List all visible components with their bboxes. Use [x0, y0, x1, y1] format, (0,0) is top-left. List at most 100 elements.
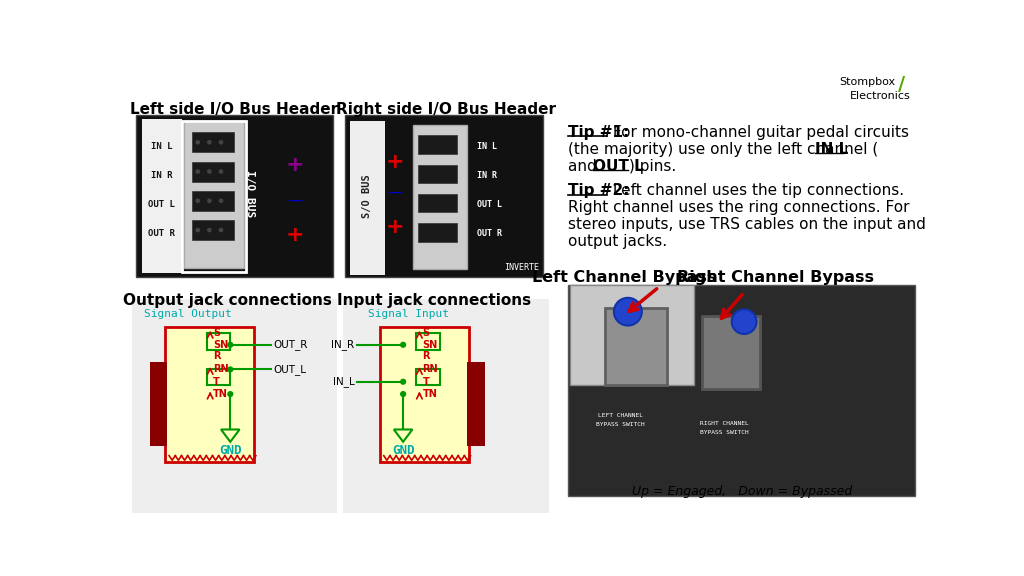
- Bar: [183, 122, 245, 268]
- Text: Electronics: Electronics: [850, 91, 910, 101]
- Text: S: S: [423, 328, 430, 338]
- Text: OUT_L: OUT_L: [273, 364, 307, 375]
- Circle shape: [227, 366, 233, 373]
- Text: LEFT CHANNEL: LEFT CHANNEL: [598, 413, 643, 418]
- Circle shape: [614, 298, 642, 325]
- Bar: [604, 308, 667, 385]
- Bar: [191, 132, 234, 152]
- Circle shape: [732, 309, 757, 334]
- Text: —: —: [388, 185, 403, 200]
- Text: OUT_R: OUT_R: [273, 339, 308, 350]
- Text: R: R: [213, 351, 221, 361]
- Text: /: /: [898, 75, 904, 94]
- Bar: [569, 285, 693, 385]
- Text: Left channel uses the tip connections.: Left channel uses the tip connections.: [608, 183, 904, 198]
- Circle shape: [219, 199, 223, 203]
- Circle shape: [207, 199, 212, 203]
- Text: +: +: [286, 225, 304, 245]
- Text: IN R: IN R: [151, 171, 172, 180]
- Bar: [191, 220, 234, 240]
- Circle shape: [196, 228, 200, 232]
- Text: Right Channel Bypass: Right Channel Bypass: [677, 270, 873, 285]
- Circle shape: [219, 140, 223, 145]
- Circle shape: [227, 391, 233, 397]
- Circle shape: [227, 342, 233, 348]
- Text: (the majority) use only the left channel (: (the majority) use only the left channel…: [568, 142, 879, 157]
- Bar: [701, 316, 760, 389]
- Text: output jacks.: output jacks.: [568, 234, 668, 249]
- Bar: [345, 115, 543, 277]
- Circle shape: [196, 140, 200, 145]
- Text: SN: SN: [423, 340, 437, 350]
- Circle shape: [196, 199, 200, 203]
- Text: R: R: [423, 351, 430, 361]
- Text: SN: SN: [213, 340, 228, 350]
- Bar: [150, 362, 167, 446]
- Bar: [418, 194, 457, 213]
- Text: OUT L: OUT L: [593, 158, 644, 173]
- Text: IN L: IN L: [151, 142, 172, 150]
- Bar: [182, 122, 246, 272]
- Bar: [467, 362, 484, 446]
- Bar: [191, 161, 234, 181]
- Text: S/O BUS: S/O BUS: [361, 175, 372, 218]
- Circle shape: [219, 228, 223, 232]
- Circle shape: [207, 228, 212, 232]
- Bar: [414, 124, 467, 270]
- Text: For mono-channel guitar pedal circuits: For mono-channel guitar pedal circuits: [608, 125, 909, 140]
- Text: Tip #2:: Tip #2:: [568, 183, 630, 198]
- Text: +: +: [286, 156, 304, 175]
- Text: and: and: [568, 158, 602, 173]
- Text: Output jack connections: Output jack connections: [123, 293, 332, 308]
- Text: IN R: IN R: [477, 171, 497, 180]
- Text: Stompbox: Stompbox: [839, 77, 895, 87]
- Bar: [418, 165, 457, 183]
- Bar: [191, 191, 234, 211]
- Text: T: T: [213, 377, 220, 386]
- Text: BYPASS SWITCH: BYPASS SWITCH: [596, 422, 644, 427]
- Text: RIGHT CHANNEL: RIGHT CHANNEL: [700, 421, 750, 426]
- Bar: [417, 369, 439, 385]
- Text: S: S: [213, 328, 220, 338]
- Bar: [380, 327, 469, 462]
- Circle shape: [400, 391, 407, 397]
- Text: stereo inputs, use TRS cables on the input and: stereo inputs, use TRS cables on the inp…: [568, 217, 926, 232]
- Text: TN: TN: [213, 389, 228, 399]
- Text: Tip #1:: Tip #1:: [568, 125, 630, 140]
- Text: IN_R: IN_R: [331, 339, 354, 350]
- Circle shape: [207, 140, 212, 145]
- Text: Up = Engaged,   Down = Bypassed: Up = Engaged, Down = Bypassed: [633, 484, 853, 498]
- Text: +: +: [386, 151, 404, 172]
- Circle shape: [196, 169, 200, 174]
- Text: RN: RN: [423, 365, 438, 374]
- Text: INVERTE: INVERTE: [504, 263, 539, 272]
- Circle shape: [219, 169, 223, 174]
- Text: RN: RN: [213, 365, 229, 374]
- Bar: [207, 334, 230, 350]
- Text: T: T: [423, 377, 429, 386]
- Text: Right channel uses the ring connections. For: Right channel uses the ring connections.…: [568, 200, 909, 215]
- Text: OUT R: OUT R: [477, 229, 502, 238]
- Bar: [207, 369, 230, 385]
- Bar: [418, 223, 457, 241]
- Text: OUT R: OUT R: [147, 229, 175, 238]
- Circle shape: [207, 169, 212, 174]
- Text: GND: GND: [392, 444, 415, 457]
- Bar: [417, 334, 439, 350]
- Text: Signal Input: Signal Input: [369, 309, 450, 319]
- Text: OUT L: OUT L: [147, 200, 175, 209]
- Text: I/O BUS: I/O BUS: [246, 170, 255, 218]
- Bar: [568, 285, 915, 497]
- Bar: [418, 135, 457, 154]
- Text: IN L: IN L: [815, 142, 848, 157]
- Circle shape: [400, 342, 407, 348]
- Text: Signal Output: Signal Output: [143, 309, 231, 319]
- Text: IN_L: IN_L: [333, 376, 354, 387]
- Bar: [349, 122, 385, 275]
- Text: IN L: IN L: [477, 142, 497, 150]
- Text: Left Channel Bypass: Left Channel Bypass: [531, 270, 716, 285]
- Text: —: —: [287, 192, 302, 207]
- Text: +: +: [386, 217, 404, 237]
- Circle shape: [400, 378, 407, 385]
- Bar: [136, 115, 334, 277]
